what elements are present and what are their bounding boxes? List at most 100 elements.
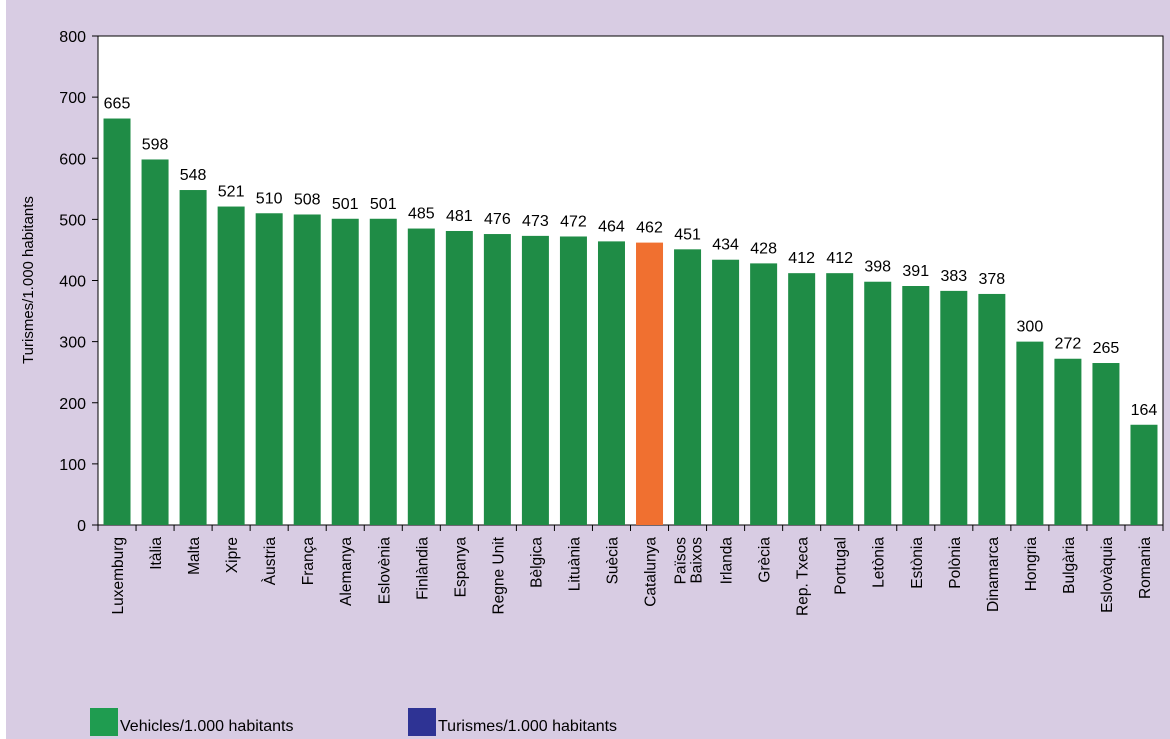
category-label-line: Baixos [689,537,706,584]
data-label: 412 [788,250,815,267]
bar [521,235,549,525]
category-label: Hongria [1023,537,1040,592]
y-tick-label: 800 [59,29,86,46]
data-label: 451 [674,226,701,243]
bar [597,241,625,525]
legend-item-turismes: Turismes/1.000 habitants [408,708,617,736]
data-label: 501 [370,196,397,213]
bar [217,206,245,525]
category-label: Catalunya [643,537,660,607]
category-label: Espanya [452,537,469,598]
data-label: 265 [1093,340,1120,357]
y-tick-label: 200 [59,396,86,413]
data-label: 428 [750,240,777,257]
chart-frame: 0 100 200 300 400 500 600 700 800 665 598 548 521 51… [6,0,1170,739]
bar [255,213,283,525]
category-label: Portugal [833,537,850,595]
category-labels-group: Luxemburg Itàlia Malta Xipre Àustria França Al… [97,525,1164,616]
legend-swatch-turismes [408,708,436,736]
data-label: 378 [978,271,1005,288]
category-label: Dinamarca [985,537,1002,612]
bar [940,290,968,525]
data-label: 473 [522,213,549,230]
y-tick-label: 300 [59,335,86,352]
y-tick-label: 400 [59,274,86,291]
legend-item-vehicles: Vehicles/1.000 habitants [90,708,293,736]
bar [978,293,1006,525]
bar [864,281,892,525]
data-label: 398 [864,259,891,276]
category-label: Eslovàquia [1099,537,1116,613]
legend-swatch-vehicles [90,708,118,736]
y-tick-label: 500 [59,212,86,229]
data-label: 548 [180,167,207,184]
bar [902,286,930,525]
category-label: Estònia [909,537,926,589]
bar [559,236,587,526]
y-tick-label: 700 [59,90,86,107]
category-label: Alemanya [338,537,355,606]
category-label-line: Països [673,537,690,585]
bar [826,273,854,525]
y-tick-label: 0 [77,518,86,535]
category-label: Luxemburg [110,537,127,615]
legend-label-turismes: Turismes/1.000 habitants [438,718,618,735]
category-label: Letònia [871,537,888,588]
bar [1130,424,1158,525]
category-label: Eslovènia [376,537,393,605]
bar [483,234,511,526]
bar [1092,363,1120,525]
bar [331,218,359,526]
category-label: Bèlgica [528,537,545,588]
category-label: França [300,537,317,586]
bar [788,273,816,525]
category-label: Rep. Txeca [795,537,812,616]
data-label: 501 [332,196,359,213]
bar [1054,358,1082,525]
bar [407,228,435,525]
y-axis: 0 100 200 300 400 500 600 700 800 [59,29,98,535]
category-label: Finlàndia [414,537,431,600]
category-label: Lituània [566,537,583,592]
data-label: 383 [940,268,967,285]
y-axis-label: Turismes/1.000 habitants [20,196,37,364]
data-label: 485 [408,206,435,223]
data-labels-group: 665 598 548 521 510 508 501 501 485 481 476 473 472 4… [104,96,1158,419]
data-label: 665 [104,96,131,113]
data-label: 412 [826,250,853,267]
data-label: 510 [256,190,283,207]
data-label: 508 [294,191,321,208]
bars-group [103,118,1158,526]
category-label: PaïsosBaixos [673,537,706,585]
data-label: 391 [902,263,929,280]
category-label: Polònia [947,537,964,589]
data-label: 464 [598,218,625,235]
data-label: 472 [560,213,587,230]
legend-label-vehicles: Vehicles/1.000 habitants [120,718,294,735]
category-label: Bulgària [1061,537,1078,594]
data-label: 272 [1055,336,1082,353]
category-label: Xipre [224,537,241,573]
bar [293,214,321,526]
category-label: Regne Unit [490,536,507,614]
bar [141,159,169,525]
bar [103,118,131,526]
data-label: 434 [712,237,739,254]
data-label: 521 [218,184,245,201]
bar [636,242,664,526]
category-label: Itàlia [148,537,165,570]
category-label: Irlanda [719,537,736,585]
y-tick-label: 100 [59,457,86,474]
data-label: 462 [636,220,663,237]
category-label: Malta [186,537,203,575]
category-label: Suècia [604,537,621,585]
bar [369,218,397,526]
data-label: 481 [446,208,473,225]
bar [1016,341,1044,525]
category-label: Romania [1137,537,1154,599]
category-label: Àustria [262,537,279,586]
category-label: Grècia [757,537,774,583]
data-label: 164 [1131,402,1158,419]
bar [712,259,740,525]
bar [445,230,473,525]
